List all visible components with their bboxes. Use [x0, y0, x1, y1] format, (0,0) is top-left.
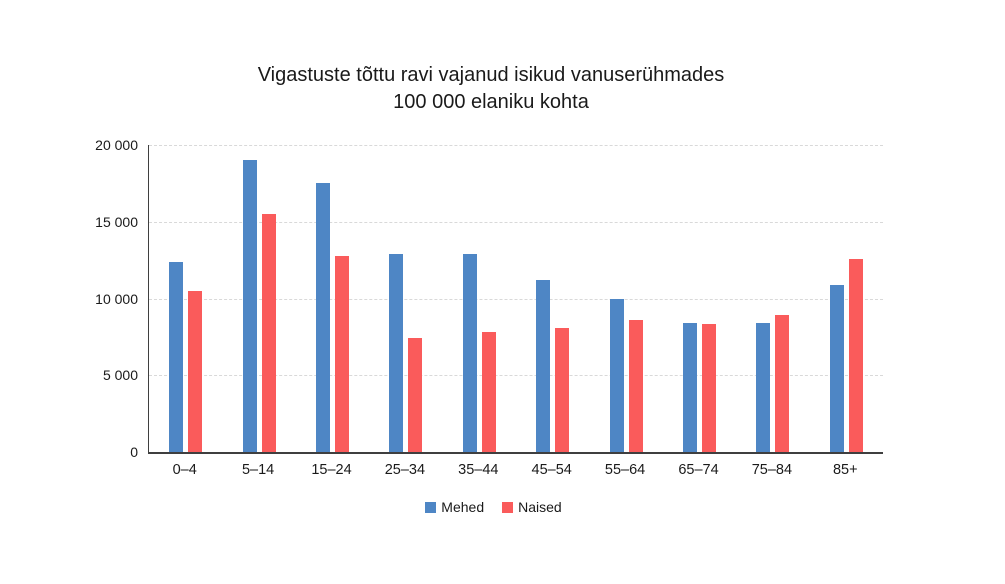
x-tick-label: 85+ — [832, 462, 858, 478]
x-tick-label: 65–74 — [678, 462, 719, 478]
bar-naised-0–4 — [188, 290, 203, 452]
bar-mehed-0–4 — [169, 261, 184, 452]
gridline — [149, 375, 883, 377]
bar-group-15–24 — [296, 145, 369, 452]
x-tick-label: 45–54 — [531, 462, 572, 478]
bar-group-25–34 — [369, 145, 442, 452]
x-tick-label: 15–24 — [311, 462, 352, 478]
bar-mehed-85+ — [829, 284, 844, 452]
bar-group-0–4 — [149, 145, 222, 452]
bar-naised-85+ — [848, 258, 863, 452]
x-tick-label: 75–84 — [751, 462, 793, 478]
bar-group-35–44 — [443, 145, 516, 452]
legend-item-naised: Naised — [502, 499, 562, 515]
legend-label: Naised — [518, 499, 562, 515]
bar-mehed-25–34 — [389, 254, 404, 452]
bar-naised-75–84 — [775, 315, 790, 452]
bar-naised-25–34 — [408, 338, 423, 452]
x-tick-label: 25–34 — [384, 462, 426, 478]
bar-naised-45–54 — [555, 327, 570, 452]
x-tick-label: 55–64 — [604, 462, 646, 478]
y-tick-label: 10 000 — [95, 290, 138, 307]
gridline — [149, 145, 883, 146]
bar-group-75–84 — [736, 145, 809, 452]
bar-naised-15–24 — [334, 255, 349, 452]
bar-mehed-45–54 — [536, 280, 551, 452]
legend-swatch-naised — [502, 501, 514, 513]
gridline — [149, 298, 883, 300]
y-tick-label: 15 000 — [95, 213, 138, 230]
y-tick-label: 5 000 — [102, 367, 138, 384]
bar-group-85+ — [810, 145, 883, 452]
bar-mehed-35–44 — [462, 254, 477, 452]
chart-title-block: Vigastuste tõttu ravi vajanud isikud van… — [0, 62, 982, 116]
bar-group-65–74 — [663, 145, 736, 452]
bar-naised-65–74 — [701, 323, 716, 452]
legend: Mehed Naised — [0, 499, 987, 515]
bar-group-55–64 — [589, 145, 662, 452]
bar-mehed-15–24 — [315, 183, 330, 452]
bar-mehed-55–64 — [609, 298, 624, 452]
bar-group-5–14 — [222, 145, 295, 452]
bar-mehed-65–74 — [682, 323, 697, 452]
gridline — [149, 221, 883, 223]
bar-group-45–54 — [516, 145, 589, 452]
legend-swatch-mehed — [425, 501, 437, 513]
y-tick-label: 20 000 — [95, 137, 138, 153]
plot-area — [148, 145, 883, 454]
y-tick-label: 0 — [130, 444, 138, 460]
bar-mehed-75–84 — [756, 323, 771, 452]
legend-label: Mehed — [441, 499, 485, 515]
bar-naised-55–64 — [628, 320, 643, 452]
bar-naised-5–14 — [261, 214, 276, 452]
x-tick-label: 35–44 — [458, 462, 499, 478]
bar-naised-35–44 — [481, 332, 496, 452]
chart-subtitle: 100 000 elaniku kohta — [393, 91, 589, 113]
x-tick-label: 0–4 — [172, 462, 197, 478]
legend-item-mehed: Mehed — [425, 499, 484, 515]
bar-mehed-5–14 — [242, 160, 257, 452]
chart-title: Vigastuste tõttu ravi vajanud isikud van… — [257, 64, 725, 86]
x-tick-label: 5–14 — [241, 462, 275, 478]
